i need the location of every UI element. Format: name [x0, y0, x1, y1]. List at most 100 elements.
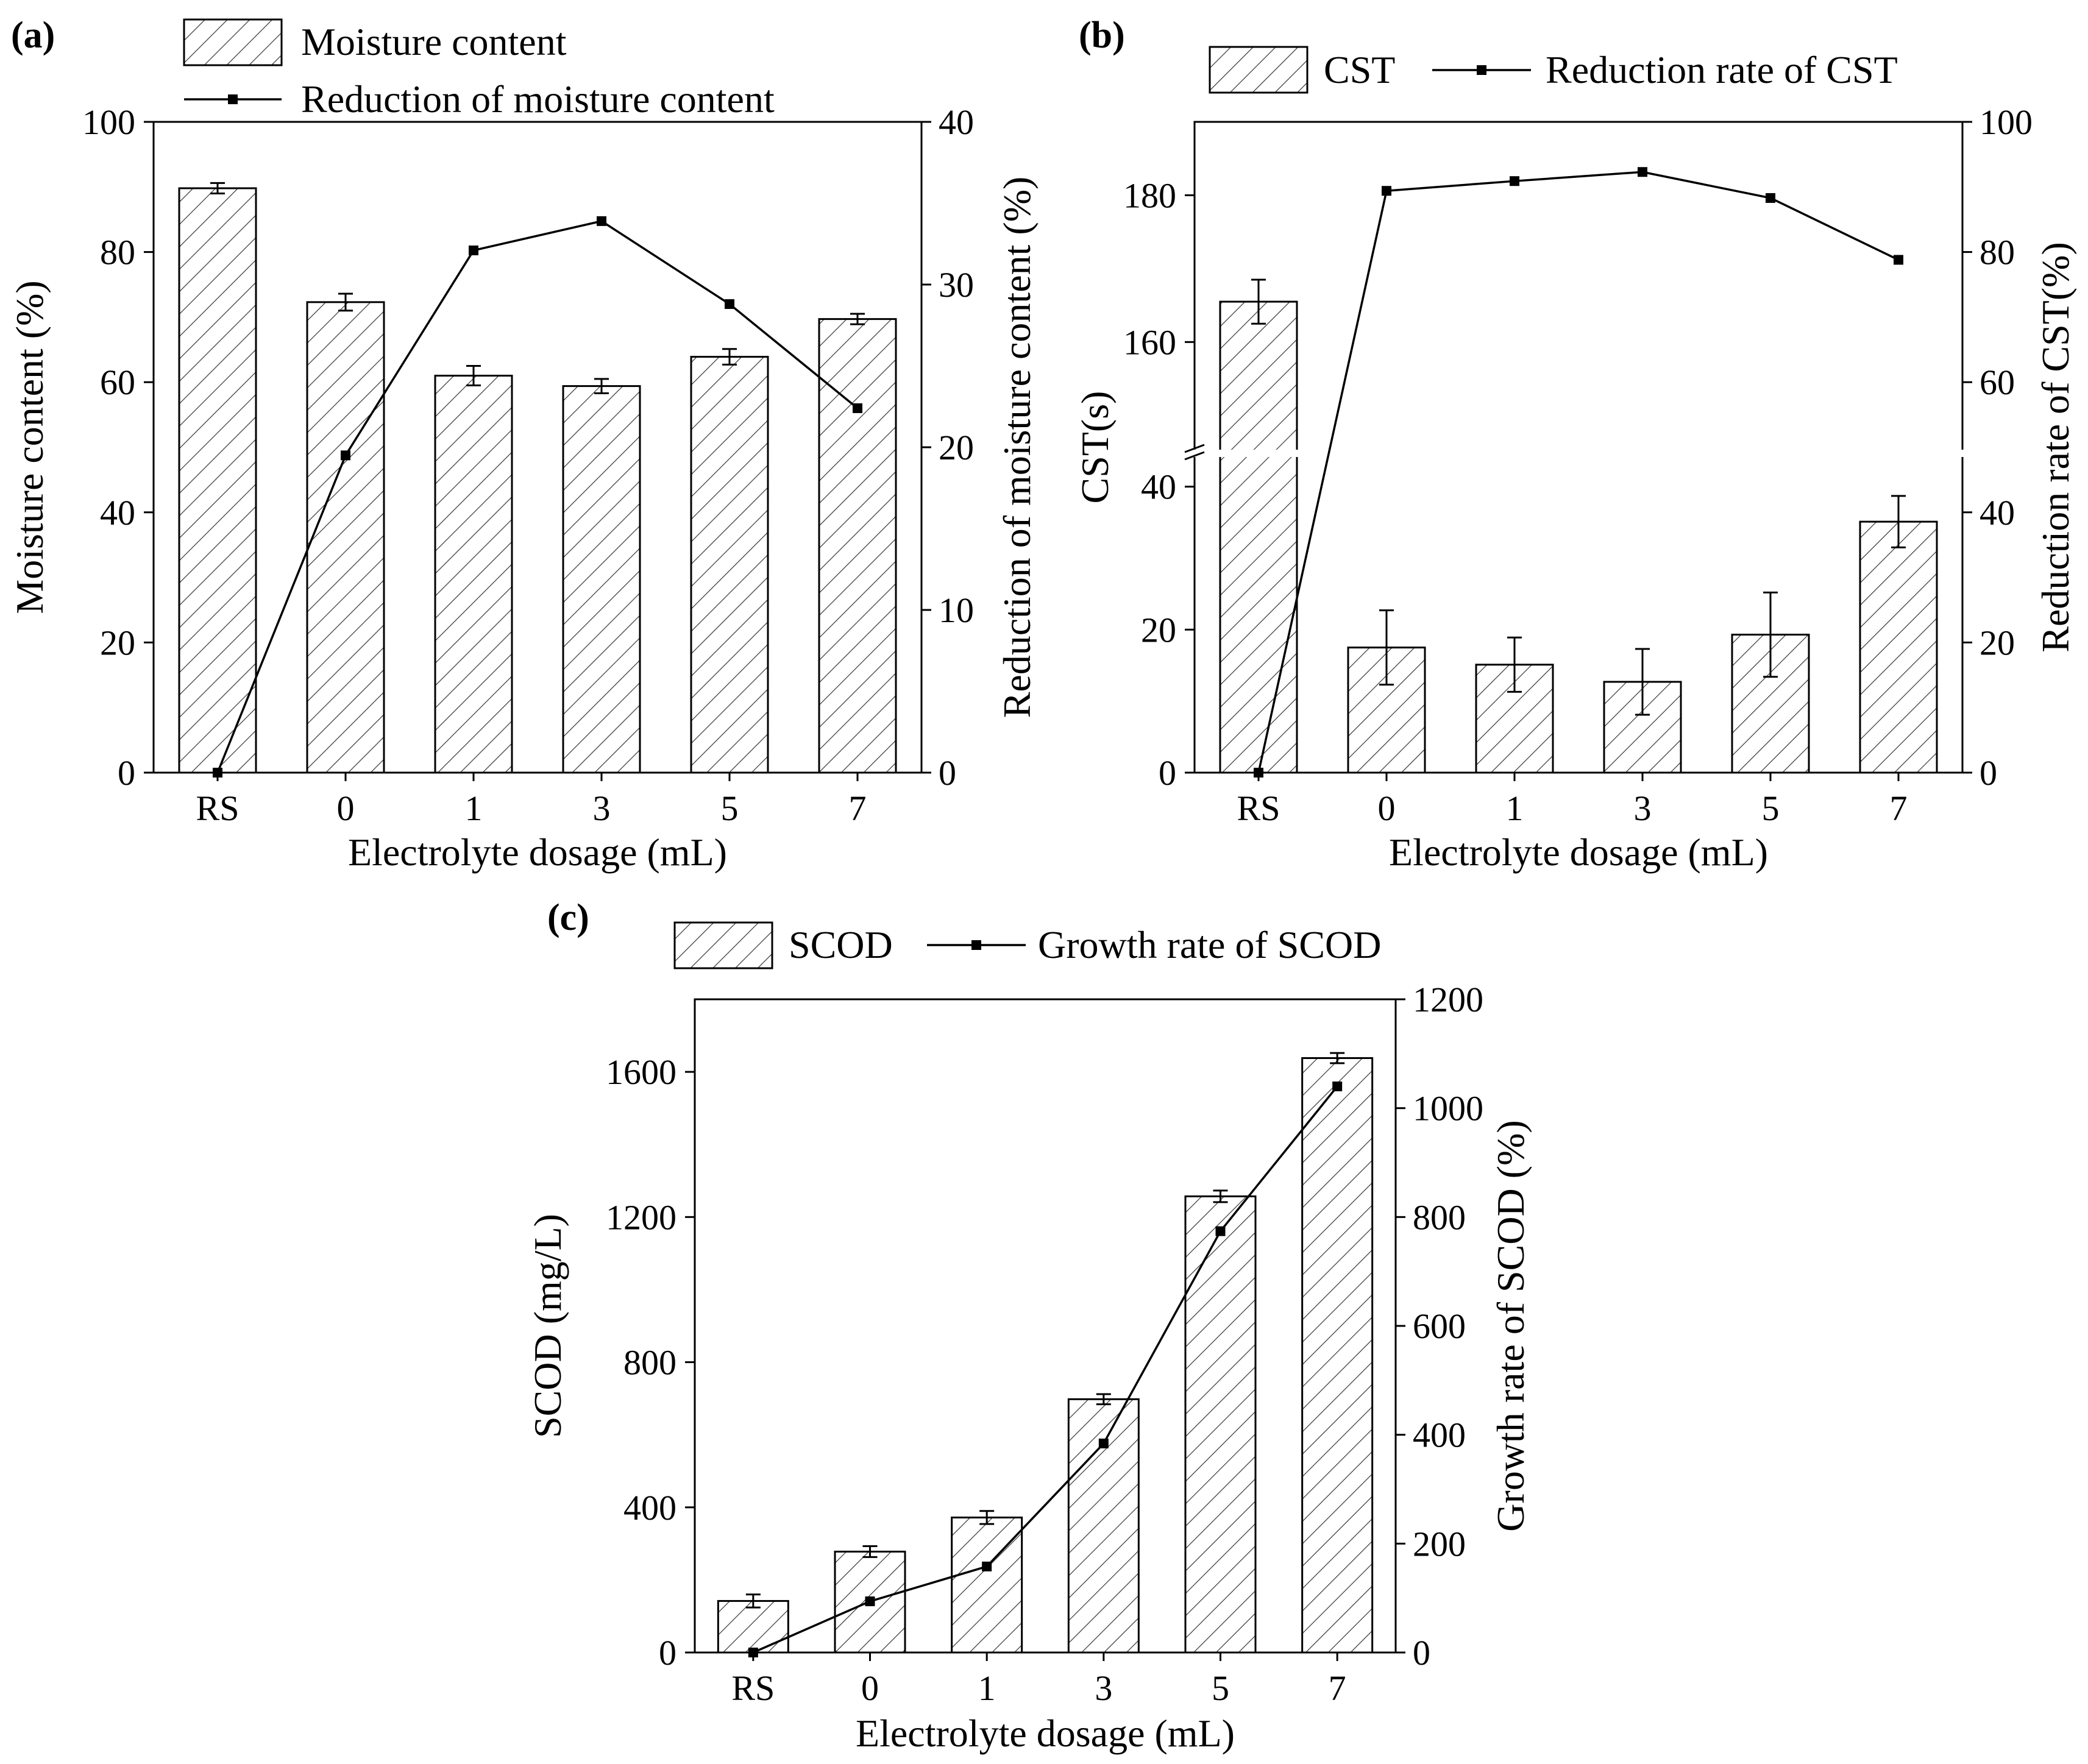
bar: [1859, 520, 1938, 774]
line-marker: [853, 403, 862, 413]
bar: [1301, 1057, 1374, 1654]
y2-tick-label: 20: [939, 428, 974, 467]
line-marker: [1215, 1226, 1226, 1236]
y-tick-label: 800: [623, 1343, 676, 1383]
axis-break-mark: [1184, 451, 1205, 461]
y-axis-title: Moisture content (%): [8, 280, 51, 614]
axis-break-gap: [1191, 450, 1966, 457]
series-line: [216, 219, 859, 773]
y-tick-label: 40: [1141, 467, 1176, 507]
x-tick-label: 5: [1212, 1668, 1229, 1708]
bar: [717, 1599, 789, 1654]
bar: [1184, 1195, 1257, 1654]
x-tick-label: 5: [721, 788, 739, 828]
y2-tick-label: 100: [1980, 102, 2033, 142]
bar: [690, 356, 769, 774]
y-tick-label: 180: [1123, 175, 1176, 215]
line-marker: [1766, 193, 1775, 203]
legend-line-label: Growth rate of SCOD: [1038, 923, 1381, 966]
y2-axis-title: Reduction rate of CST(%): [2034, 242, 2077, 653]
y2-tick-label: 40: [939, 102, 974, 142]
x-axis-title: Electrolyte dosage (mL): [856, 1712, 1235, 1755]
y2-axis-title: Growth rate of SCOD (%): [1489, 1120, 1532, 1531]
x-tick-label: 0: [337, 788, 355, 828]
x-tick-label: 3: [1095, 1668, 1112, 1708]
bar: [1219, 300, 1298, 774]
y-tick-label: 80: [100, 233, 135, 272]
x-axis-title: Electrolyte dosage (mL): [348, 831, 727, 874]
bar: [178, 187, 257, 774]
x-tick-label: 1: [978, 1668, 996, 1708]
x-tick-label: 7: [1329, 1668, 1346, 1708]
line-marker: [982, 1561, 992, 1571]
legend-bar-label: Moisture content: [301, 20, 567, 63]
y-axis-title: CST(s): [1073, 391, 1117, 504]
y-tick-label: 160: [1123, 322, 1176, 362]
y2-tick-label: 400: [1413, 1415, 1466, 1455]
line-marker: [1382, 186, 1391, 196]
plot-frame: [1193, 121, 1964, 774]
x-tick-label: 1: [465, 788, 483, 828]
plot-frame: [694, 998, 1397, 1654]
y2-axis-title: Reduction of moisture content (%): [995, 177, 1039, 718]
legend-line-marker: [971, 940, 981, 950]
bar: [951, 1516, 1023, 1654]
bar: [434, 375, 513, 774]
y-tick-label: 20: [1141, 610, 1176, 650]
line-marker: [341, 450, 350, 461]
y2-tick-label: 1000: [1413, 1089, 1483, 1128]
legend-line-marker: [1477, 65, 1486, 75]
panel-label: (a): [11, 15, 55, 56]
x-tick-label: RS: [196, 788, 240, 828]
legend-line-label: Reduction of moisture content: [301, 77, 775, 121]
x-tick-label: 0: [861, 1668, 879, 1708]
x-tick-label: RS: [1237, 788, 1280, 828]
x-tick-label: 0: [1378, 788, 1396, 828]
y2-tick-label: 20: [1980, 623, 2015, 662]
legend-line-label: Reduction rate of CST: [1546, 48, 1898, 91]
bar: [306, 301, 385, 774]
y2-tick-label: 600: [1413, 1306, 1466, 1346]
line-marker: [1098, 1438, 1109, 1448]
x-tick-label: RS: [731, 1668, 775, 1708]
legend-bar-swatch: [1209, 46, 1309, 94]
y2-tick-label: 1200: [1413, 980, 1483, 1019]
y2-tick-label: 30: [939, 265, 974, 305]
y2-tick-label: 200: [1413, 1524, 1466, 1564]
y2-tick-label: 0: [1980, 753, 1997, 793]
line-marker: [597, 216, 606, 226]
legend-bar-swatch: [183, 18, 283, 66]
series-line: [1257, 171, 1899, 773]
line-marker: [469, 245, 478, 255]
line-marker: [1894, 255, 1903, 265]
bar: [562, 385, 641, 774]
line-marker: [725, 299, 734, 310]
x-tick-label: 5: [1762, 788, 1780, 828]
y2-tick-label: 80: [1980, 233, 2015, 272]
x-tick-label: 7: [849, 788, 867, 828]
legend-bar-swatch: [673, 921, 773, 969]
y-tick-label: 0: [118, 753, 135, 793]
y-tick-label: 60: [100, 363, 135, 402]
bar: [818, 318, 897, 774]
y2-tick-label: 0: [1413, 1633, 1430, 1673]
x-tick-label: 3: [593, 788, 611, 828]
y-axis-title: SCOD (mg/L): [526, 1214, 569, 1438]
series-line: [753, 1085, 1338, 1654]
x-tick-label: 1: [1506, 788, 1524, 828]
x-tick-label: 7: [1890, 788, 1908, 828]
x-tick-label: 3: [1634, 788, 1652, 828]
y-tick-label: 40: [100, 493, 135, 533]
axis-break-mark: [1184, 444, 1205, 453]
y-tick-label: 0: [659, 1633, 676, 1673]
line-marker: [1332, 1081, 1343, 1091]
panel-label: (b): [1079, 15, 1125, 56]
plot-frame: [152, 121, 923, 774]
legend-line-marker: [228, 94, 238, 104]
y-tick-label: 0: [1159, 753, 1176, 793]
panel-label: (c): [547, 897, 589, 938]
y2-tick-label: 0: [939, 753, 956, 793]
y-tick-label: 100: [82, 102, 135, 142]
y2-tick-label: 800: [1413, 1197, 1466, 1237]
